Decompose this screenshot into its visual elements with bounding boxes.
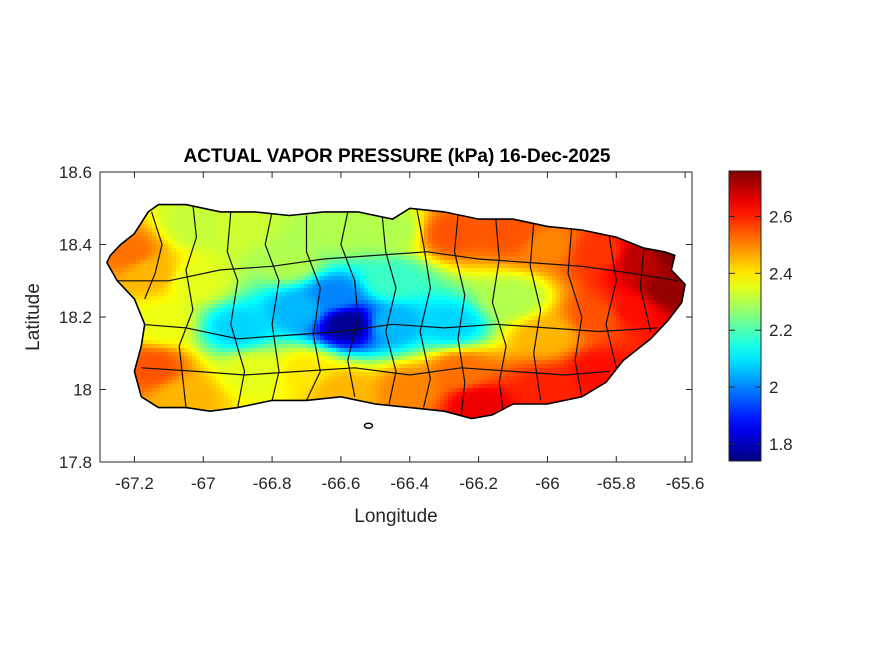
colorbar-tick-label: 2 bbox=[769, 378, 778, 397]
coastline bbox=[105, 203, 686, 420]
x-tick-label: -66 bbox=[535, 474, 560, 493]
colorbar-ticks: 1.8 2 2.2 2.4 2.6 bbox=[729, 207, 793, 454]
offshore-island bbox=[363, 422, 374, 429]
x-tick-label: -67.2 bbox=[115, 474, 154, 493]
colorbar-tick-label: 2.6 bbox=[769, 207, 793, 226]
colorbar-tick-label: 2.2 bbox=[769, 321, 793, 340]
y-tick-label: 18 bbox=[73, 381, 92, 400]
x-axis-label: Longitude bbox=[354, 506, 437, 527]
x-axis: -67.2 -67 -66.8 -66.6 -66.4 -66.2 -66 -65.8 -65.… bbox=[115, 172, 704, 493]
y-tick-label: 18.2 bbox=[59, 308, 92, 327]
x-tick-label: -66.4 bbox=[390, 474, 429, 493]
y-tick-label: 18.6 bbox=[59, 163, 92, 182]
x-tick-label: -65.8 bbox=[597, 474, 636, 493]
y-tick-label: 18.4 bbox=[59, 236, 92, 255]
x-tick-label: -65.6 bbox=[666, 474, 705, 493]
colorbar-tick-label: 1.8 bbox=[769, 435, 793, 454]
x-tick-label: -66.6 bbox=[322, 474, 361, 493]
municipality-borders bbox=[117, 204, 679, 415]
colorbar bbox=[728, 170, 762, 462]
chart-title: ACTUAL VAPOR PRESSURE (kPa) 16-Dec-2025 bbox=[184, 146, 611, 167]
colorbar-tick-label: 2.4 bbox=[769, 264, 793, 283]
y-axis: 17.8 18 18.2 18.4 18.6 bbox=[59, 163, 692, 472]
y-tick-label: 17.8 bbox=[59, 453, 92, 472]
x-tick-label: -66.2 bbox=[459, 474, 498, 493]
x-tick-label: -66.8 bbox=[253, 474, 292, 493]
x-tick-label: -67 bbox=[191, 474, 216, 493]
y-axis-label: Latitude bbox=[23, 283, 44, 351]
